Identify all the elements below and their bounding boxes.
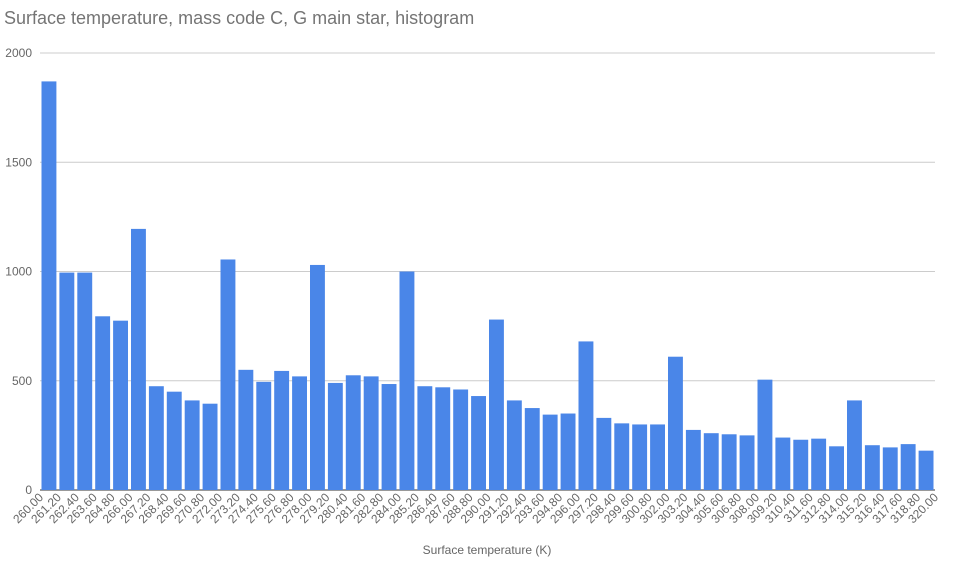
bar — [220, 259, 236, 490]
bar — [614, 423, 630, 490]
y-tick-label: 500 — [12, 374, 32, 388]
y-tick-label: 1500 — [5, 155, 32, 169]
bar — [829, 446, 844, 490]
bar — [900, 444, 916, 490]
bar — [864, 445, 880, 490]
bar — [41, 81, 57, 490]
bar — [650, 424, 665, 490]
bar — [113, 320, 128, 490]
bar — [95, 316, 111, 490]
bar — [59, 272, 75, 490]
bar — [202, 403, 218, 490]
bar — [847, 400, 862, 490]
bar — [77, 272, 93, 490]
bar — [524, 408, 540, 490]
bar — [721, 434, 737, 490]
bar — [381, 384, 397, 490]
bar — [166, 391, 182, 490]
y-tick-label: 0 — [25, 483, 32, 497]
bar — [703, 433, 719, 490]
bar — [399, 271, 415, 490]
bar — [560, 413, 576, 490]
bar — [757, 379, 773, 490]
bar — [685, 429, 701, 490]
bar — [811, 438, 827, 490]
bar — [506, 400, 522, 490]
bar — [882, 447, 898, 490]
bar — [489, 319, 504, 490]
bar — [131, 228, 146, 490]
bar — [918, 450, 934, 490]
bar — [775, 437, 791, 490]
bar — [542, 414, 558, 490]
bar — [274, 370, 290, 490]
bar — [471, 396, 486, 490]
bar — [292, 376, 307, 490]
bar — [417, 386, 433, 490]
chart-title: Surface temperature, mass code C, G main… — [4, 8, 474, 28]
bar — [668, 356, 683, 490]
bar — [739, 435, 755, 490]
bar — [238, 369, 254, 490]
bar — [596, 417, 612, 490]
bar — [793, 439, 809, 490]
bar — [435, 387, 451, 490]
bar — [310, 264, 325, 490]
bar — [327, 382, 343, 490]
bar — [363, 376, 379, 490]
bar — [632, 424, 648, 490]
bar — [578, 341, 594, 490]
y-tick-label: 1000 — [5, 265, 32, 279]
bar — [148, 386, 164, 490]
bar — [453, 389, 469, 490]
bar — [256, 381, 272, 490]
x-axis-label: Surface temperature (K) — [423, 543, 552, 557]
bar — [184, 400, 200, 490]
y-tick-label: 2000 — [5, 46, 32, 60]
bar — [345, 375, 361, 490]
